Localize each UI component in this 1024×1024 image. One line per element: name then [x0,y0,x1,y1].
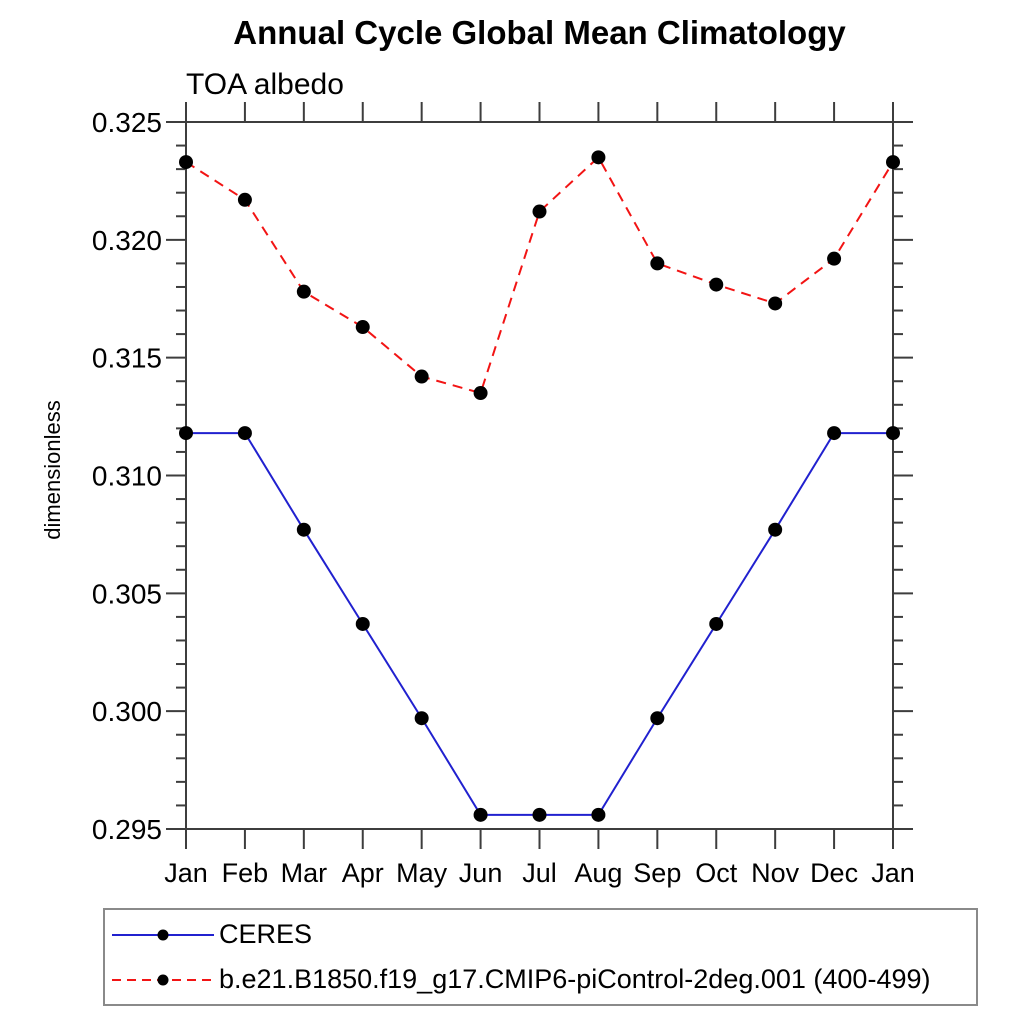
data-point-marker [709,616,724,631]
legend-marker-icon [157,974,169,985]
data-point-marker [296,522,311,537]
data-point-marker [591,150,606,165]
data-point-marker [414,369,429,384]
x-tick-label: Apr [342,858,384,888]
data-point-marker [414,711,429,726]
x-tick-label: Jan [871,858,915,888]
x-tick-label: Jul [522,858,557,888]
legend-label-model: b.e21.B1850.f19_g17.CMIP6-piControl-2deg… [219,964,931,994]
legend-label-ceres: CERES [219,919,313,949]
data-point-marker [237,192,252,207]
y-tick-label: 0.325 [92,107,162,138]
data-point-marker [355,616,370,631]
data-point-marker [650,256,665,271]
y-tick-label: 0.295 [92,814,162,845]
x-tick-label: Aug [574,858,622,888]
data-point-marker [473,386,488,401]
x-tick-label: Sep [633,858,681,888]
data-point-marker [473,807,488,822]
y-tick-label: 0.320 [92,225,162,256]
data-point-marker [886,155,900,170]
data-point-marker [532,807,547,822]
plot-frame [185,121,894,830]
x-tick-label: Nov [751,858,800,888]
legend-line-ceres-swatch [112,929,214,940]
data-point-marker [709,277,724,292]
data-point-marker [827,426,842,441]
legend-marker-icon [157,929,169,940]
data-point-marker [768,522,783,537]
data-point-marker [827,251,842,266]
x-tick-label: Jun [459,858,503,888]
data-point-marker [355,320,370,335]
x-tick-label: Feb [222,858,269,888]
y-axis-title: dimensionless [40,400,65,540]
legend-item-model: b.e21.B1850.f19_g17.CMIP6-piControl-2deg… [105,960,976,1000]
legend-item-ceres: CERES [105,915,976,955]
legend-box: CERES b.e21.B1850.f19_g17.CMIP6-piContro… [103,908,978,1006]
data-point-marker [650,711,665,726]
data-point-marker [179,155,193,170]
data-point-marker [591,807,606,822]
data-point-marker [768,296,783,311]
data-point-marker [296,284,311,299]
data-point-marker [237,426,252,441]
chart-subtitle: TOA albedo [186,68,344,101]
series-line-model [185,155,894,395]
chart-title: Annual Cycle Global Mean Climatology [233,14,846,51]
y-tick-label: 0.315 [92,343,162,374]
y-tick-label: 0.300 [92,696,162,727]
x-tick-label: May [396,858,448,888]
data-point-marker [179,426,193,441]
y-tick-label: 0.305 [92,578,162,609]
data-point-marker [886,426,900,441]
y-tick-label: 0.310 [92,461,162,492]
series-line-ceres [186,432,893,816]
legend-line-model-swatch [112,974,214,985]
x-tick-label: Mar [281,858,328,888]
x-tick-label: Dec [810,858,858,888]
data-point-marker [532,204,547,219]
x-tick-label: Jan [164,858,208,888]
x-tick-label: Oct [695,858,738,888]
